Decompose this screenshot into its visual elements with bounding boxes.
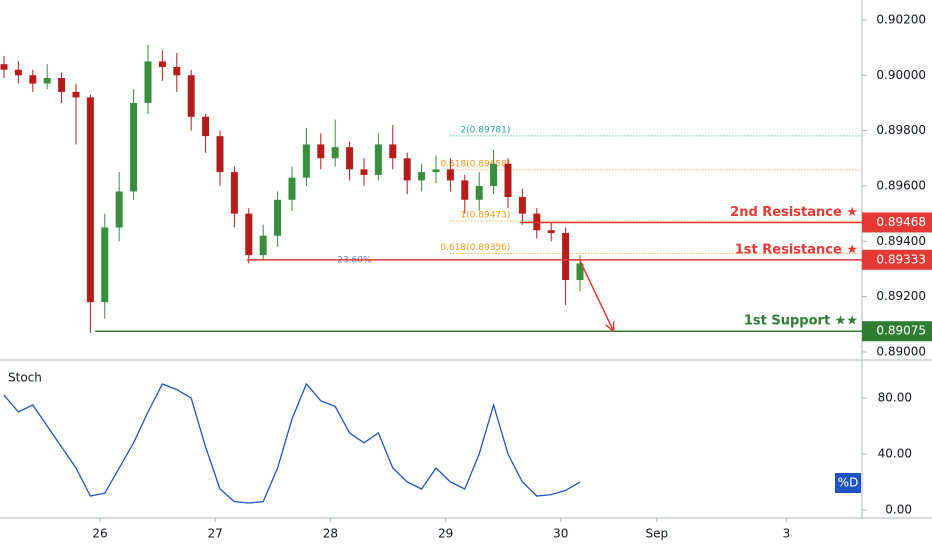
price-box-label: 0.89333 — [876, 252, 926, 266]
candle-body — [173, 66, 181, 76]
fib-label: 0.618(0.89658) — [440, 159, 510, 169]
candle-body — [389, 144, 397, 159]
candle-body — [187, 75, 195, 117]
fib-label: 1(0.89473) — [460, 211, 510, 221]
candle-body — [576, 263, 584, 281]
x-tick-label: 28 — [323, 527, 338, 541]
candle-body — [504, 163, 512, 198]
candle-body — [86, 97, 94, 303]
stoch-y-tick-label: 0.00 — [885, 503, 912, 517]
level-name: 1st Resistance ★ — [735, 242, 858, 257]
candle-body — [331, 147, 339, 159]
price-box — [862, 249, 932, 270]
candle-body — [403, 158, 411, 181]
candle-body — [259, 235, 267, 256]
candle-body — [230, 172, 238, 214]
stoch-y-tick-label: 40.00 — [878, 447, 912, 461]
candle-body — [115, 191, 123, 228]
y-tick-label: 0.89600 — [876, 178, 926, 192]
candle-body — [216, 136, 224, 173]
candle-body — [14, 69, 22, 76]
y-tick-label: 0.90000 — [876, 68, 926, 82]
level-name: 1st Support ★★ — [744, 314, 858, 329]
candle-body — [288, 177, 296, 200]
candle-body — [547, 230, 555, 233]
x-tick-label: 30 — [553, 527, 568, 541]
candle-body — [144, 61, 152, 103]
candle-body — [302, 144, 310, 178]
stoch-badge — [835, 473, 861, 493]
x-tick-label: Sep — [645, 527, 668, 541]
y-tick-label: 0.89000 — [876, 344, 926, 358]
candle-body — [101, 227, 109, 303]
candle-body — [461, 180, 469, 200]
price-box — [862, 212, 932, 233]
x-tick-label: 26 — [92, 527, 107, 541]
candle-body — [490, 163, 498, 186]
y-tick-label: 0.90200 — [876, 12, 926, 26]
candle-body — [317, 144, 325, 159]
price-box-label: 0.89468 — [876, 215, 926, 229]
level-name: 2nd Resistance ★ — [730, 205, 858, 220]
candle-body — [374, 144, 382, 175]
candle-body — [43, 78, 51, 84]
candle-body — [274, 199, 282, 236]
candle-body — [475, 185, 483, 200]
candle-body — [202, 116, 210, 137]
candle-body — [158, 61, 166, 67]
candle-body — [518, 197, 526, 214]
candle-body — [130, 102, 138, 192]
y-tick-label: 0.89800 — [876, 123, 926, 137]
candle-body — [346, 147, 354, 170]
arrow-head — [605, 321, 615, 333]
candle-body — [360, 169, 368, 175]
stoch-badge-label: %D — [838, 476, 859, 490]
price-box-label: 0.89075 — [876, 324, 926, 338]
x-tick-label: 27 — [208, 527, 223, 541]
candle-body — [0, 64, 8, 70]
arrow-shaft — [579, 260, 615, 332]
candle-body — [446, 169, 454, 181]
stoch-y-tick-label: 80.00 — [878, 391, 912, 405]
y-tick-label: 0.89200 — [876, 289, 926, 303]
stoch-title: Stoch — [8, 371, 42, 385]
candle-body — [418, 172, 426, 181]
fib-label: 0.618(0.89356) — [440, 243, 510, 253]
x-tick-label: 3 — [783, 527, 791, 541]
price-box — [862, 321, 932, 342]
candle-body — [72, 91, 80, 98]
candle-body — [562, 232, 570, 281]
candle-body — [245, 213, 253, 256]
stoch-line — [3, 382, 581, 504]
fib-label: 2(0.89781) — [460, 125, 510, 135]
y-tick-label: 0.89400 — [876, 234, 926, 248]
candle-body — [58, 78, 66, 92]
candle-body — [29, 75, 37, 84]
x-tick-label: 29 — [438, 527, 453, 541]
candle-body — [432, 169, 440, 173]
